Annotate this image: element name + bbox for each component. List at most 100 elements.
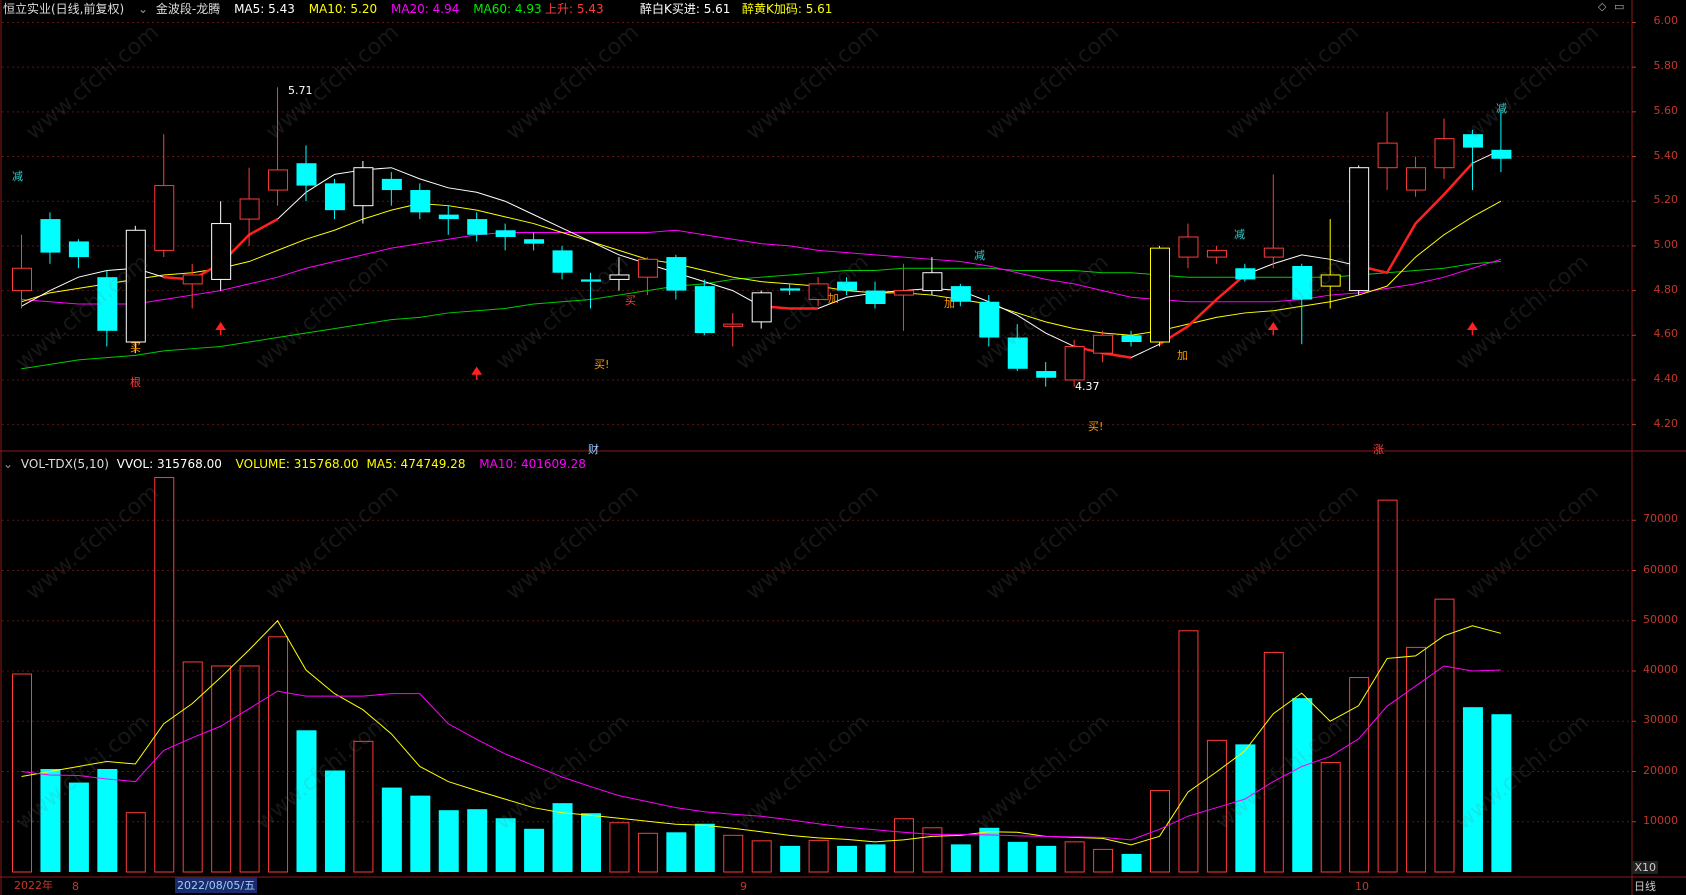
- volume-bar: [780, 845, 801, 872]
- up-arrow-icon: [471, 366, 483, 380]
- candle-body: [381, 178, 402, 191]
- up-arrow-icon: [1467, 321, 1478, 336]
- candle-body: [410, 190, 431, 213]
- signal-add: 加: [1177, 349, 1188, 362]
- candle-body: [1320, 274, 1341, 287]
- volume-bar: [1093, 848, 1114, 873]
- volume-bar: [865, 844, 886, 872]
- volume-bar: [268, 636, 289, 873]
- volume-bar: [808, 839, 829, 873]
- volume-bar: [723, 834, 744, 873]
- candle-body: [12, 267, 32, 292]
- volume-bar: [1178, 630, 1199, 873]
- price-tick-label: 5.40: [1653, 148, 1679, 162]
- candle-body: [837, 281, 858, 291]
- volume-bar: [324, 770, 345, 872]
- volume-panel-header: ⌄ VOL-TDX(5,10) VVOL: 315768.00 VOLUME: …: [3, 457, 596, 471]
- volume-bar: [609, 822, 630, 873]
- candle-body: [1036, 371, 1057, 378]
- candle-body: [353, 167, 374, 207]
- volume-tick-label: 60000: [1643, 562, 1678, 576]
- volume-bar: [1263, 651, 1284, 873]
- volume-bar: [893, 818, 914, 873]
- candle-body: [922, 272, 943, 292]
- price-tick-label: 4.40: [1653, 371, 1679, 385]
- rise-value: 上升: 5.43: [545, 2, 604, 16]
- top-panel-header: 恒立实业(日线,前复权) ⌄ 金波段-龙腾 MA5: 5.43 MA10: 5.…: [3, 0, 552, 17]
- candle-body: [97, 277, 118, 331]
- volume-bar: [211, 665, 232, 873]
- volume-tick-label: 40000: [1643, 663, 1678, 676]
- signal-buy-excl: 买!: [594, 358, 610, 371]
- candle-body: [1121, 335, 1142, 342]
- indicator-toggle-icon[interactable]: ⌄: [138, 2, 149, 16]
- volume-bar: [637, 832, 658, 873]
- candle-body: [1150, 247, 1170, 343]
- candle-body: [1007, 337, 1028, 369]
- volume-bar: [979, 827, 1000, 872]
- candle-body: [324, 183, 345, 211]
- low-price-label: 4.37: [1075, 380, 1100, 393]
- volume-tick-label: 30000: [1643, 713, 1678, 727]
- volume-bar: [68, 782, 89, 872]
- candle-body: [1064, 345, 1085, 381]
- candle-body: [296, 163, 317, 186]
- vol-toggle-icon[interactable]: ⌄: [3, 457, 14, 471]
- volume-bar: [1491, 714, 1512, 872]
- candle-body: [495, 230, 516, 237]
- buy-k-value: 醉白K买进: 5.61: [640, 2, 731, 16]
- volume-bar: [694, 823, 715, 872]
- candle-body: [723, 323, 744, 327]
- candle-body: [125, 229, 146, 343]
- price-tick-label: 4.20: [1653, 416, 1679, 430]
- volume-bar: [666, 832, 687, 872]
- candle-body: [268, 169, 289, 191]
- candle-body: [1093, 334, 1114, 354]
- stock-name[interactable]: 恒立实业(日线,前复权): [3, 2, 125, 16]
- candle-body: [182, 274, 203, 285]
- diamond-icon[interactable]: ◇: [1598, 0, 1607, 13]
- window-icon[interactable]: ▭: [1614, 0, 1625, 13]
- volume-bar: [410, 795, 431, 872]
- volume-bar: [1007, 841, 1028, 872]
- date-current[interactable]: 2022/08/05/五: [175, 877, 258, 893]
- volume-ma5-line: [21, 619, 1502, 846]
- candle-body: [694, 286, 715, 334]
- volume-bar: [1292, 698, 1313, 872]
- volume-bar: [1235, 744, 1256, 872]
- signal-reduce: 减: [1496, 102, 1507, 115]
- volume-bar: [1150, 790, 1170, 873]
- date-year: 2022年: [14, 879, 53, 892]
- candle-body: [524, 239, 545, 244]
- period-button[interactable]: 日线: [1634, 880, 1656, 893]
- price-tick-label: 4.80: [1653, 282, 1679, 296]
- volume-bar: [495, 818, 516, 872]
- signal-buy: 买: [130, 341, 141, 354]
- date-month-8: 8: [72, 880, 79, 893]
- candle-body: [865, 290, 886, 304]
- volume-bar: [239, 665, 260, 873]
- volume-bar: [581, 813, 601, 872]
- signal-rise: 涨: [1373, 443, 1384, 456]
- volume-bar: [381, 787, 402, 872]
- indicator-name[interactable]: 金波段-龙腾: [155, 2, 221, 16]
- signal-reduce: 减: [974, 249, 985, 262]
- volume-bar: [1064, 841, 1085, 873]
- date-month-9: 9: [740, 880, 747, 893]
- volume-bar: [438, 810, 459, 872]
- signal-reduce: 减: [1234, 228, 1245, 241]
- ma5-value: MA5: 5.43: [234, 2, 295, 16]
- volume-bar: [467, 809, 488, 872]
- candle-body: [751, 292, 772, 323]
- candle-body: [808, 283, 829, 301]
- ma10-line: [21, 200, 1502, 336]
- ma20-line: [21, 229, 1502, 305]
- candle-body: [239, 198, 260, 220]
- candle-body: [1434, 138, 1455, 169]
- signal-reduce: 减: [12, 170, 23, 183]
- volume-tick-label: 50000: [1643, 612, 1678, 626]
- volume-bar: [1462, 707, 1483, 872]
- vol-indicator-name[interactable]: VOL-TDX(5,10): [20, 457, 109, 471]
- candle-body: [780, 288, 801, 291]
